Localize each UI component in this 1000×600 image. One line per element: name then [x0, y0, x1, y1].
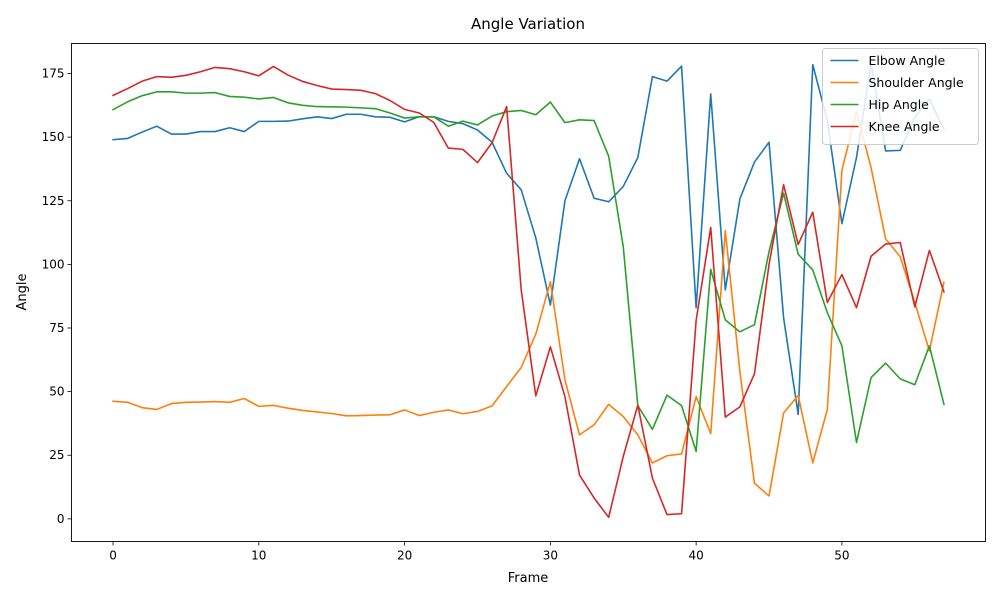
x-axis-label: Frame	[508, 571, 549, 586]
series-line-1	[112, 110, 945, 497]
legend: Elbow Angle Shoulder Angle Hip Angle Knee A…	[822, 48, 979, 145]
y-tick-label-0: 0	[57, 512, 65, 526]
series-layer	[111, 62, 946, 519]
y-tick-label-5: 125	[42, 194, 65, 208]
y-tick-label-1: 25	[49, 448, 64, 462]
x-axis: 0 10 20 30 40 50	[109, 541, 850, 563]
y-tick-label-7: 175	[42, 67, 65, 81]
y-tick-label-4: 100	[42, 257, 65, 271]
x-tick-label-5: 50	[834, 549, 849, 563]
plot-frame	[71, 43, 986, 542]
x-tick-label-1: 10	[251, 549, 266, 563]
x-tick-label-0: 0	[109, 549, 117, 563]
x-tick-label-2: 20	[397, 549, 412, 563]
y-axis-label: Angle	[15, 274, 30, 311]
legend-label-2: Hip Angle	[869, 97, 930, 112]
series-line-2	[111, 91, 945, 453]
x-tick-label-3: 30	[543, 549, 558, 563]
legend-box	[822, 48, 979, 145]
chart-title: Angle Variation	[471, 15, 585, 33]
x-tick-label-4: 40	[688, 549, 703, 563]
series-line-0	[112, 62, 946, 416]
y-tick-label-6: 150	[42, 130, 65, 144]
y-axis: 0 25 50 75 100 125 150 175	[42, 67, 72, 526]
legend-label-0: Elbow Angle	[869, 53, 946, 68]
legend-label-1: Shoulder Angle	[869, 75, 965, 90]
y-tick-label-3: 75	[49, 321, 64, 335]
legend-label-3: Knee Angle	[869, 119, 940, 134]
y-tick-label-2: 50	[49, 385, 64, 399]
series-line-3	[111, 65, 945, 519]
